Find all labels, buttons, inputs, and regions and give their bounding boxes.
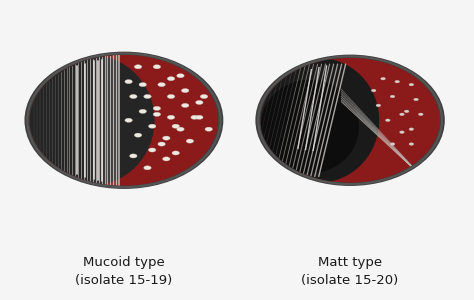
Ellipse shape [167,94,175,99]
Ellipse shape [196,115,203,119]
Ellipse shape [390,95,395,98]
Ellipse shape [385,119,390,122]
Ellipse shape [134,65,142,69]
Ellipse shape [395,80,400,83]
Ellipse shape [125,80,132,84]
Ellipse shape [148,124,156,128]
Ellipse shape [200,94,208,99]
Text: Matt type: Matt type [318,256,382,269]
Ellipse shape [381,77,385,80]
Text: (isolate 15-19): (isolate 15-19) [75,274,173,287]
Ellipse shape [167,76,175,81]
Ellipse shape [172,124,180,128]
Ellipse shape [172,151,180,155]
Ellipse shape [409,128,414,130]
Ellipse shape [134,133,142,137]
Ellipse shape [139,82,146,87]
Ellipse shape [144,94,151,99]
Ellipse shape [404,110,409,113]
Ellipse shape [27,55,155,186]
Ellipse shape [129,94,137,99]
Ellipse shape [182,88,189,93]
Ellipse shape [409,83,414,86]
Ellipse shape [261,80,359,173]
Ellipse shape [186,139,194,143]
Ellipse shape [255,55,445,186]
Text: Mucoid type: Mucoid type [83,256,165,269]
Ellipse shape [25,52,223,189]
Ellipse shape [177,127,184,131]
Ellipse shape [400,113,404,116]
Ellipse shape [419,113,423,116]
Ellipse shape [376,104,381,107]
Ellipse shape [153,106,161,110]
Ellipse shape [182,103,189,107]
Ellipse shape [163,157,170,161]
Ellipse shape [371,89,376,92]
Ellipse shape [261,58,439,183]
Ellipse shape [191,115,198,119]
Ellipse shape [158,142,165,146]
Ellipse shape [167,115,175,119]
Ellipse shape [409,143,414,145]
Ellipse shape [125,118,132,122]
Ellipse shape [148,148,156,152]
Ellipse shape [196,100,203,104]
Ellipse shape [153,112,161,116]
Ellipse shape [163,136,170,140]
Ellipse shape [158,82,165,87]
Ellipse shape [258,58,379,183]
Ellipse shape [400,131,404,134]
Ellipse shape [144,166,151,170]
Ellipse shape [414,98,419,101]
Ellipse shape [205,127,212,131]
Text: (isolate 15-20): (isolate 15-20) [301,274,399,287]
Ellipse shape [30,55,218,186]
Ellipse shape [177,74,184,78]
Ellipse shape [153,65,161,69]
Ellipse shape [129,154,137,158]
Ellipse shape [139,109,146,113]
Ellipse shape [390,143,395,145]
